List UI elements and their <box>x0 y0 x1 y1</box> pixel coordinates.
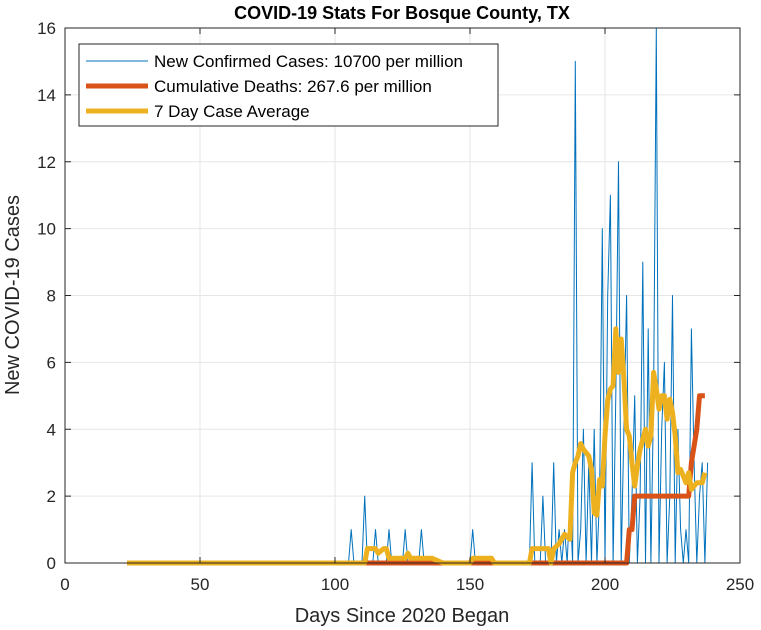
x-tick-label: 150 <box>456 575 484 594</box>
chart-title: COVID-19 Stats For Bosque County, TX <box>234 3 570 23</box>
series-cumulative-deaths-line <box>127 393 705 566</box>
legend-box <box>78 43 499 127</box>
axis-ticks: 0 50 100 150 200 250 0 2 4 6 8 10 12 14 16 <box>37 19 754 594</box>
y-tick-label: 8 <box>47 287 56 306</box>
legend: New Confirmed Cases: 10700 per million C… <box>78 43 499 127</box>
x-tick-label: 0 <box>60 575 69 594</box>
y-tick-label: 14 <box>37 86 56 105</box>
y-tick-label: 0 <box>47 554 56 573</box>
series-7day-average-line <box>127 326 708 566</box>
y-tick-label: 12 <box>37 153 56 172</box>
y-tick-label: 16 <box>37 19 56 38</box>
legend-label-deaths: Cumulative Deaths: 267.6 per million <box>154 77 432 96</box>
x-tick-label: 200 <box>591 575 619 594</box>
y-tick-label: 10 <box>37 220 56 239</box>
legend-label-7day-avg: 7 Day Case Average <box>154 102 310 121</box>
x-axis-title: Days Since 2020 Began <box>295 605 510 627</box>
x-tick-label: 250 <box>726 575 754 594</box>
y-axis-title: New COVID-19 Cases <box>2 195 24 395</box>
y-tick-label: 4 <box>47 420 56 439</box>
y-tick-label: 2 <box>47 487 56 506</box>
legend-label-new-cases: New Confirmed Cases: 10700 per million <box>154 52 463 71</box>
y-tick-label: 6 <box>47 353 56 372</box>
x-tick-label: 100 <box>321 575 349 594</box>
x-tick-label: 50 <box>191 575 210 594</box>
